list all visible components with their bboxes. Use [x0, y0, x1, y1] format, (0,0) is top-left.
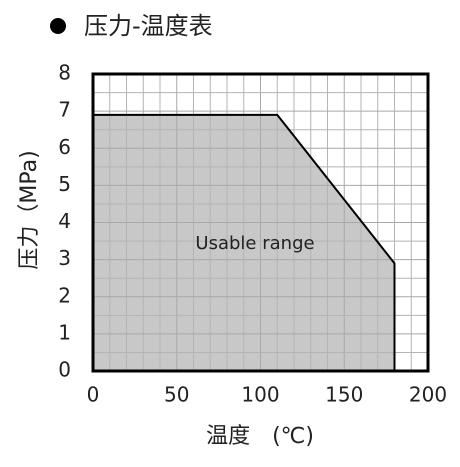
- y-tick-label: 7: [58, 98, 71, 122]
- annotation: Usable range: [195, 233, 314, 254]
- y-tick-label: 5: [58, 172, 71, 196]
- x-tick-label: 0: [87, 383, 100, 407]
- y-tick-label: 0: [58, 358, 71, 382]
- y-tick-label: 1: [58, 320, 71, 344]
- usable-outline: [93, 113, 396, 371]
- chart-title: 压力-温度表: [84, 12, 213, 40]
- y-axis-label: 压力（MPa): [17, 150, 42, 269]
- y-tick-label: 2: [58, 283, 71, 307]
- y-tick-label: 6: [58, 135, 71, 159]
- y-tick-label: 8: [58, 61, 71, 85]
- title-bullet: [50, 18, 66, 34]
- x-tick-label: 150: [325, 383, 363, 407]
- y-tick-label: 4: [58, 209, 71, 233]
- x-tick-label: 50: [164, 383, 189, 407]
- x-tick-label: 100: [241, 383, 279, 407]
- plot-border: [91, 72, 430, 373]
- x-axis-label: 温度 (℃): [206, 424, 314, 449]
- x-tick-label: 200: [409, 383, 447, 407]
- y-tick-label: 3: [58, 246, 71, 270]
